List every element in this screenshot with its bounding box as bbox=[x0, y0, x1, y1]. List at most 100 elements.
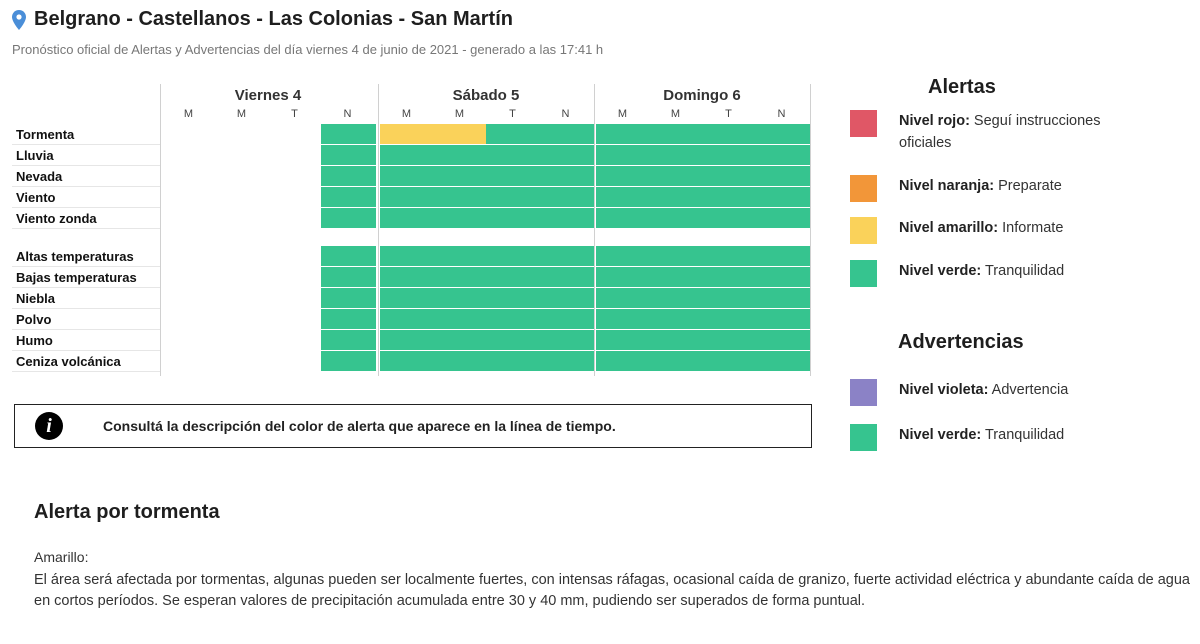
row-divider bbox=[12, 228, 160, 229]
timeline-cell bbox=[162, 309, 215, 329]
timeline-cell bbox=[433, 351, 486, 371]
timeline-cell bbox=[215, 145, 268, 165]
row-label: Bajas temperaturas bbox=[16, 270, 137, 285]
timeline-cell bbox=[268, 187, 321, 207]
timeline-cell bbox=[268, 351, 321, 371]
timeline-cell bbox=[649, 145, 702, 165]
timeline-cell bbox=[215, 187, 268, 207]
legend-swatch bbox=[850, 260, 877, 287]
legend-text: Nivel verde: Tranquilidad bbox=[899, 424, 1119, 446]
timeline-cell bbox=[539, 330, 594, 350]
timeline-cell bbox=[162, 208, 215, 228]
timeline-cell bbox=[433, 187, 486, 207]
timeline-cell bbox=[539, 208, 594, 228]
timeline-cell bbox=[649, 124, 702, 144]
period-label: M bbox=[183, 108, 194, 120]
alertas-legend-item: Nivel rojo: Seguí instrucciones oficiale… bbox=[850, 110, 1119, 154]
timeline-cell bbox=[649, 166, 702, 186]
timeline-cell bbox=[755, 267, 810, 287]
timeline-cell bbox=[433, 145, 486, 165]
timeline-cell bbox=[596, 208, 649, 228]
timeline-cell bbox=[380, 330, 433, 350]
day-label: Domingo 6 bbox=[663, 87, 741, 104]
timeline-cell bbox=[486, 246, 539, 266]
row-label: Nevada bbox=[16, 169, 63, 184]
timeline-cell bbox=[755, 351, 810, 371]
row-divider bbox=[12, 308, 160, 309]
timeline-cell bbox=[380, 309, 433, 329]
day-separator bbox=[594, 84, 595, 376]
timeline-cell bbox=[702, 309, 755, 329]
alertas-legend-item: Nivel naranja: Preparate bbox=[850, 175, 1119, 202]
legend-alertas-title: Alertas bbox=[928, 76, 996, 98]
info-notice-text: Consultá la descripción del color de ale… bbox=[103, 418, 616, 434]
timeline-cell bbox=[486, 187, 539, 207]
timeline-cell bbox=[321, 246, 376, 266]
timeline-cell bbox=[433, 208, 486, 228]
timeline-cell bbox=[215, 330, 268, 350]
period-label: T bbox=[509, 108, 516, 120]
timeline-cell bbox=[702, 330, 755, 350]
timeline-cell bbox=[702, 208, 755, 228]
timeline-cell bbox=[268, 145, 321, 165]
row-divider bbox=[12, 266, 160, 267]
timeline-cell bbox=[596, 267, 649, 287]
timeline-cell bbox=[380, 288, 433, 308]
period-label: T bbox=[725, 108, 732, 120]
timeline-cell bbox=[433, 124, 486, 144]
timeline-cell bbox=[486, 309, 539, 329]
alertas-legend-item: Nivel amarillo: Informate bbox=[850, 217, 1119, 244]
timeline-cell bbox=[268, 288, 321, 308]
legend-text: Nivel violeta: Advertencia bbox=[899, 379, 1119, 401]
period-label: N bbox=[561, 108, 570, 120]
timeline-cell bbox=[755, 124, 810, 144]
location-header: Belgrano - Castellanos - Las Colonias - … bbox=[12, 8, 513, 31]
timeline-cell bbox=[215, 351, 268, 371]
day-label: Viernes 4 bbox=[234, 87, 302, 104]
row-divider bbox=[12, 144, 160, 145]
legend-level-name: Nivel amarillo: bbox=[899, 220, 999, 236]
row-label: Viento bbox=[16, 190, 56, 205]
alert-timeline-grid: Viernes 4 M M T N Sábado 5 M M T N Domingo 6 M M T N To… bbox=[12, 80, 812, 376]
detail-body: El área será afectada por tormentas, alg… bbox=[34, 572, 1190, 609]
row-label: Niebla bbox=[16, 291, 56, 306]
timeline-cell bbox=[215, 288, 268, 308]
timeline-cell bbox=[702, 246, 755, 266]
timeline-cell bbox=[321, 187, 376, 207]
timeline-cell bbox=[596, 288, 649, 308]
map-pin-icon bbox=[12, 9, 26, 30]
timeline-cell bbox=[215, 246, 268, 266]
row-divider bbox=[12, 350, 160, 351]
timeline-cell bbox=[433, 246, 486, 266]
timeline-cell bbox=[702, 166, 755, 186]
legend-text: Nivel naranja: Preparate bbox=[899, 175, 1119, 197]
day-label: Sábado 5 bbox=[452, 87, 520, 104]
legend-swatch bbox=[850, 424, 877, 451]
timeline-cell bbox=[321, 145, 376, 165]
legend-level-desc: Advertencia bbox=[988, 382, 1069, 398]
timeline-cell bbox=[596, 351, 649, 371]
day-separator bbox=[810, 84, 811, 376]
timeline-cell bbox=[433, 330, 486, 350]
legend-text: Nivel amarillo: Informate bbox=[899, 217, 1119, 239]
timeline-cell bbox=[433, 267, 486, 287]
legend-swatch bbox=[850, 110, 877, 137]
legend-level-name: Nivel naranja: bbox=[899, 178, 995, 194]
row-label: Ceniza volcánica bbox=[16, 354, 121, 369]
legend-text: Nivel rojo: Seguí instrucciones oficiale… bbox=[899, 110, 1119, 154]
timeline-cell bbox=[539, 351, 594, 371]
timeline-cell bbox=[321, 267, 376, 287]
row-label: Polvo bbox=[16, 312, 52, 327]
timeline-cell bbox=[702, 145, 755, 165]
timeline-cell bbox=[162, 187, 215, 207]
alertas-legend-item: Nivel verde: Tranquilidad bbox=[850, 260, 1119, 287]
legend-level-name: Nivel verde: bbox=[899, 427, 982, 443]
timeline-cell bbox=[268, 208, 321, 228]
legend-text: Nivel verde: Tranquilidad bbox=[899, 260, 1119, 282]
row-divider bbox=[12, 329, 160, 330]
legend-swatch bbox=[850, 379, 877, 406]
info-notice: i Consultá la descripción del color de a… bbox=[14, 404, 812, 448]
day-separator bbox=[378, 84, 379, 376]
legend-advertencias-title: Advertencias bbox=[898, 331, 1024, 353]
timeline-cell bbox=[162, 330, 215, 350]
